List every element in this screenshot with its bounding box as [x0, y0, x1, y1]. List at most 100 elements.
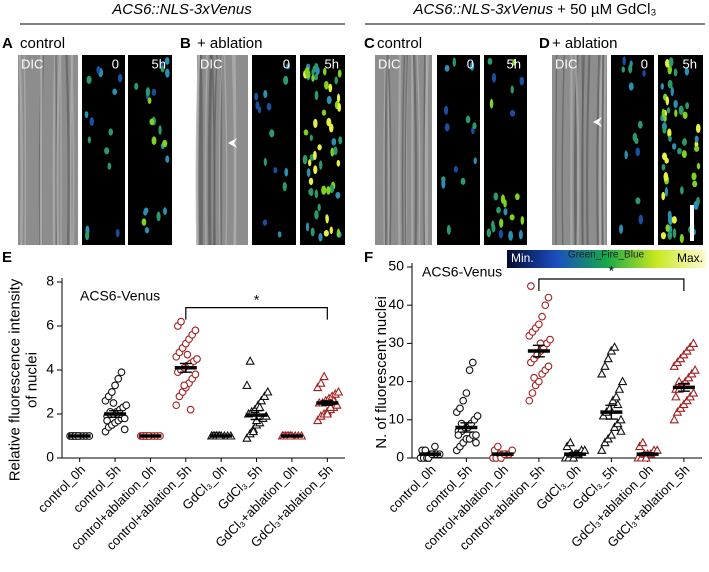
image-label: 5h — [152, 56, 166, 71]
nucleus — [638, 214, 644, 225]
data-point — [544, 293, 553, 302]
nucleus — [308, 188, 313, 196]
nucleus — [696, 162, 701, 170]
data-point — [183, 350, 192, 359]
nucleus — [336, 228, 341, 238]
image-label: 0 — [112, 56, 119, 71]
y-axis-label: of nuclei — [23, 352, 40, 408]
fluorescence-image — [128, 55, 172, 245]
y-axis-label: N. of fluorescent nuclei — [373, 296, 390, 449]
nucleus — [667, 79, 673, 89]
data-point — [103, 416, 111, 425]
fluorescence-image — [82, 55, 125, 245]
data-point — [325, 402, 336, 411]
nucleus — [667, 65, 672, 75]
y-tick-label: 0 — [46, 449, 54, 465]
nucleus — [85, 231, 90, 241]
nucleus — [323, 230, 329, 237]
data-point — [688, 338, 699, 347]
cell-file — [404, 54, 409, 246]
data-point — [108, 388, 116, 396]
error-bar — [109, 410, 122, 418]
nucleus — [503, 208, 508, 216]
data-point — [122, 401, 131, 410]
micrograph — [82, 55, 125, 245]
fluorescence-image — [252, 55, 296, 245]
nucleus — [518, 229, 523, 240]
nucleus — [334, 76, 338, 85]
data-point — [541, 301, 550, 310]
cell-file — [231, 54, 237, 246]
header-left: ACS6::NLS-3xVenus — [111, 1, 252, 18]
nucleus — [335, 191, 341, 199]
micrograph — [552, 54, 607, 246]
image-label: 0 — [283, 56, 290, 71]
nucleus — [311, 69, 315, 76]
nucleus — [667, 231, 673, 240]
cell-file — [383, 54, 387, 246]
data-point — [616, 426, 626, 435]
data-point — [456, 404, 464, 413]
data-point — [245, 356, 255, 365]
nucleus — [143, 209, 148, 216]
nucleus — [685, 102, 690, 110]
data-point — [319, 371, 329, 381]
nucleus — [286, 63, 291, 70]
nucleus — [624, 150, 628, 160]
nucleus — [446, 224, 451, 235]
y-tick-label: 6 — [46, 317, 54, 333]
colorbar-min: Min. — [511, 251, 534, 265]
error-bar — [321, 400, 334, 406]
nucleus — [472, 122, 477, 130]
nucleus — [317, 144, 322, 151]
nucleus — [318, 232, 323, 242]
data-point — [191, 326, 200, 335]
data-point — [193, 355, 201, 363]
nucleus — [441, 179, 446, 189]
arrowhead — [228, 138, 237, 148]
cell-file — [23, 54, 27, 246]
nucleus — [315, 66, 320, 76]
y-tick-label: 10 — [388, 411, 404, 427]
data-point — [528, 389, 537, 397]
nucleus — [684, 67, 690, 76]
data-point — [617, 376, 628, 386]
cell-file — [423, 54, 426, 246]
micrograph — [658, 55, 703, 245]
cell-file — [218, 54, 223, 246]
nucleus — [284, 167, 289, 177]
data-point — [638, 437, 648, 447]
cell-file — [555, 54, 558, 246]
nucleus — [165, 68, 170, 78]
cell-file — [40, 54, 43, 246]
nucleus — [269, 129, 275, 138]
nucleus — [302, 154, 308, 165]
dic-image — [197, 55, 248, 245]
significance-label: * — [254, 291, 260, 307]
nucleus — [664, 186, 669, 197]
nucleus — [486, 228, 491, 238]
nucleus — [622, 56, 626, 66]
data-point — [473, 412, 482, 420]
nucleus — [314, 189, 319, 199]
cell-file — [65, 54, 70, 246]
cell-file — [198, 54, 202, 246]
data-point — [525, 396, 534, 405]
nucleus — [487, 58, 493, 65]
data-point — [565, 437, 576, 447]
nucleus — [663, 114, 667, 122]
nucleus — [96, 66, 101, 74]
cell-file — [398, 54, 402, 246]
data-point — [546, 335, 554, 344]
data-point — [535, 320, 543, 329]
nucleus — [331, 138, 337, 146]
image-label: 5h — [507, 56, 521, 71]
nucleus — [637, 120, 643, 129]
nucleus — [635, 147, 641, 157]
nucleus — [336, 93, 341, 103]
nucleus — [333, 146, 338, 156]
y-tick-label: 20 — [388, 372, 404, 388]
nucleus — [257, 106, 262, 114]
micrograph — [375, 54, 432, 246]
nucleus — [499, 218, 504, 228]
